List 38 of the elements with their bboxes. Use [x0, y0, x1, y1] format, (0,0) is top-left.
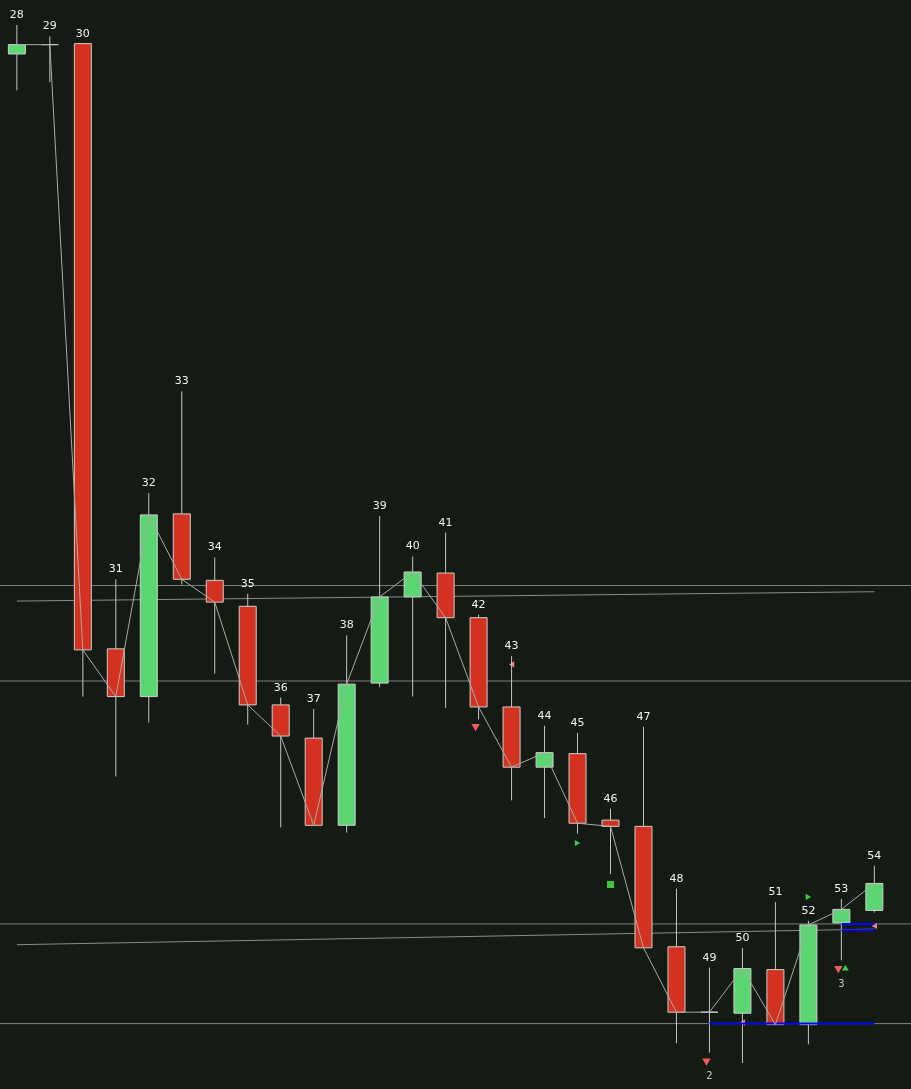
x-tick-label: 49 [702, 950, 717, 964]
x-tick-label: 38 [339, 618, 354, 632]
candlestick [832, 898, 851, 961]
x-tick-label: 30 [75, 26, 90, 40]
x-tick-label: 45 [570, 715, 585, 729]
x-tick-label: 41 [438, 515, 453, 529]
candlestick [205, 556, 224, 675]
x-tick-label: 43 [504, 639, 519, 653]
x-tick-label: 46 [603, 791, 618, 805]
x-tick-label: 32 [141, 476, 156, 490]
point [805, 893, 812, 901]
x-tick-label: 39 [372, 498, 387, 512]
x-tick-label: 52 [801, 903, 816, 917]
point [574, 839, 581, 847]
x-tick-label: 48 [669, 871, 684, 885]
x-tick-label: 29 [42, 19, 57, 33]
x-tick-label: 35 [240, 576, 255, 590]
candlestick [601, 808, 620, 875]
point [606, 880, 615, 889]
x-tick-label: 33 [174, 374, 189, 388]
x-tick-label: 51 [768, 885, 783, 899]
x-tick-label: 40 [405, 539, 420, 553]
point [871, 922, 878, 930]
x-tick-label: 47 [636, 709, 651, 723]
x-tick-label: 36 [273, 680, 288, 694]
x-tick-label: 37 [306, 692, 321, 706]
x-tick-label: 42 [471, 597, 486, 611]
candlestick [7, 24, 26, 91]
x-tick-label: 50 [735, 930, 750, 944]
x-tick-label: 44 [537, 708, 552, 722]
x-tick-label: 34 [207, 540, 222, 554]
x-tick-label: 54 [867, 848, 882, 862]
candlestick [535, 725, 554, 819]
x-tick-label: 31 [108, 562, 123, 576]
annotation: 2 [706, 1070, 713, 1082]
x-tick-label: 53 [834, 882, 849, 896]
annotation: 3 [838, 977, 845, 989]
x-tick-label: 28 [9, 7, 24, 21]
